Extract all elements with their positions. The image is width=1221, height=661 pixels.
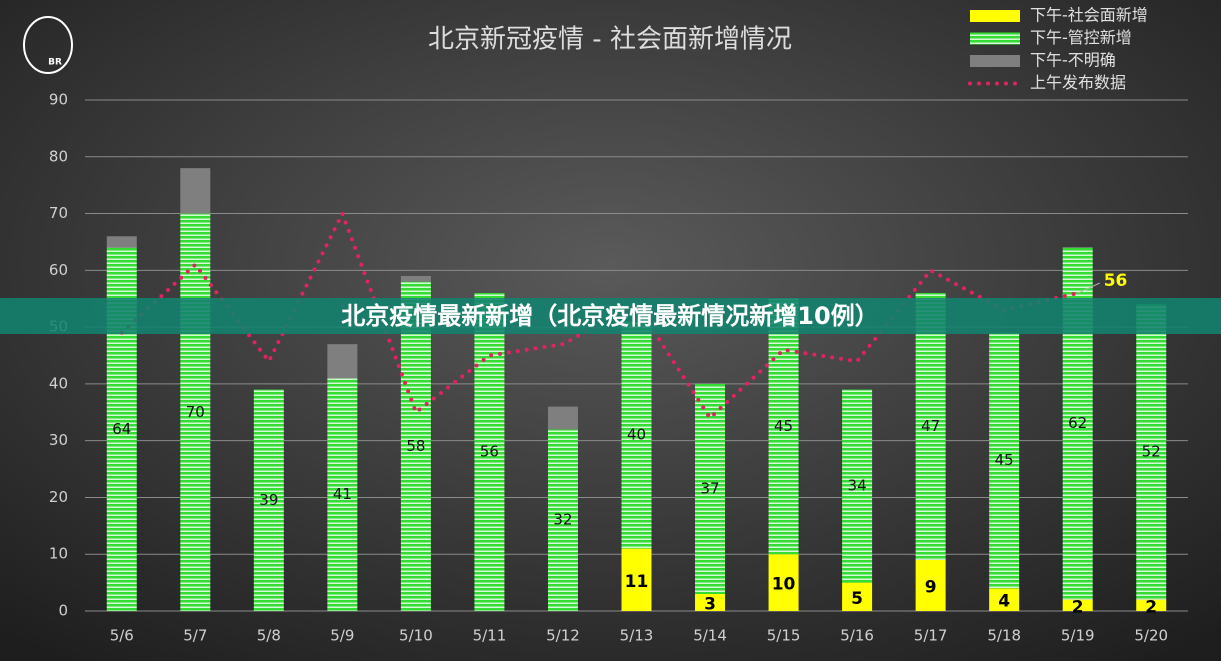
- x-tick-label: 5/7: [183, 627, 207, 645]
- bar-segment: [621, 548, 652, 611]
- bar-segment: [1136, 304, 1167, 600]
- x-tick-label: 5/18: [987, 627, 1021, 645]
- banner-bg: [0, 298, 1221, 334]
- bar-segment: [547, 406, 578, 430]
- data-label: 45: [774, 417, 793, 435]
- bar-segment: [695, 593, 726, 611]
- x-tick-label: 5/14: [693, 627, 727, 645]
- bar-segment: [989, 332, 1020, 589]
- bar-segment: [915, 559, 946, 611]
- y-tick-label: 40: [49, 374, 68, 392]
- bar-segment: [768, 298, 799, 555]
- bar-segment: [180, 168, 211, 214]
- bar-segment: [842, 389, 873, 583]
- logo: BR: [23, 16, 73, 74]
- y-tick-label: 60: [49, 261, 68, 279]
- data-label: 4: [998, 592, 1010, 612]
- data-label: 2: [1072, 597, 1084, 617]
- data-label: 10: [772, 575, 796, 595]
- bar-segment: [400, 281, 431, 611]
- y-tick-label: 90: [49, 91, 68, 109]
- y-tick-label: 70: [49, 204, 68, 222]
- x-tick-label: 5/20: [1134, 627, 1168, 645]
- data-label: 32: [553, 511, 572, 529]
- y-tick-label: 0: [58, 602, 68, 620]
- legend-label: 下午-社会面新增: [1030, 6, 1148, 25]
- bar-segment: [400, 276, 431, 282]
- legend-swatch: [970, 55, 1020, 67]
- bar-segment: [474, 293, 505, 611]
- leader-line: [1077, 282, 1100, 294]
- bar-segment: [915, 293, 946, 560]
- data-label: 56: [480, 443, 499, 461]
- data-label: 5: [851, 589, 863, 609]
- data-label: 39: [259, 491, 278, 509]
- bar-segment: [547, 429, 578, 611]
- bar-segment: [768, 554, 799, 611]
- data-label: 64: [112, 420, 131, 438]
- data-label: 58: [406, 437, 425, 455]
- data-label: 34: [848, 477, 867, 495]
- data-label: 37: [700, 479, 719, 497]
- data-label: 3: [704, 594, 716, 614]
- bar-segment: [842, 582, 873, 611]
- data-label: 2: [1145, 597, 1157, 617]
- x-tick-label: 5/15: [767, 627, 801, 645]
- legend-swatch: [970, 10, 1020, 22]
- legend-label: 上午发布数据: [1030, 73, 1126, 92]
- bar-segment: [989, 588, 1020, 611]
- data-label: 47: [921, 417, 940, 435]
- y-tick-label: 10: [49, 545, 68, 563]
- bar-segment: [695, 383, 726, 594]
- x-tick-label: 5/16: [840, 627, 874, 645]
- bar-segment: [1062, 599, 1093, 611]
- data-label: 52: [1142, 443, 1161, 461]
- bar-segment: [1136, 599, 1167, 611]
- data-label: 40: [627, 425, 646, 443]
- legend-label: 下午-不明确: [1030, 51, 1116, 70]
- legend-label: 下午-管控新增: [1030, 28, 1132, 47]
- data-label: 11: [625, 572, 649, 592]
- y-tick-label: 30: [49, 431, 68, 449]
- x-tick-label: 5/10: [399, 627, 433, 645]
- banner-text: 北京疫情最新新增（北京疫情最新情况新增10例）: [341, 302, 878, 330]
- data-label: 62: [1068, 414, 1087, 432]
- legend-swatch: [970, 32, 1020, 45]
- x-tick-label: 5/12: [546, 627, 580, 645]
- bar-segment: [327, 378, 358, 611]
- logo-text: BR: [48, 58, 62, 68]
- line-value-label: 56: [1104, 271, 1128, 291]
- chart-title: 北京新冠疫情 - 社会面新增情况: [428, 25, 792, 55]
- x-tick-label: 5/11: [473, 627, 507, 645]
- y-tick-label: 80: [49, 147, 68, 165]
- bar-segment: [106, 236, 137, 248]
- bar-segment: [327, 344, 358, 379]
- x-tick-label: 5/9: [330, 627, 354, 645]
- y-tick-label: 20: [49, 488, 68, 506]
- data-label: 70: [186, 403, 205, 421]
- data-label: 45: [995, 451, 1014, 469]
- data-label: 9: [925, 577, 937, 597]
- x-tick-label: 5/17: [914, 627, 948, 645]
- data-label: 41: [333, 485, 352, 503]
- x-tick-label: 5/19: [1061, 627, 1095, 645]
- bar-segment: [621, 321, 652, 549]
- bar-segment: [253, 389, 284, 611]
- x-tick-label: 5/6: [110, 627, 134, 645]
- x-tick-label: 5/13: [620, 627, 654, 645]
- x-tick-label: 5/8: [257, 627, 281, 645]
